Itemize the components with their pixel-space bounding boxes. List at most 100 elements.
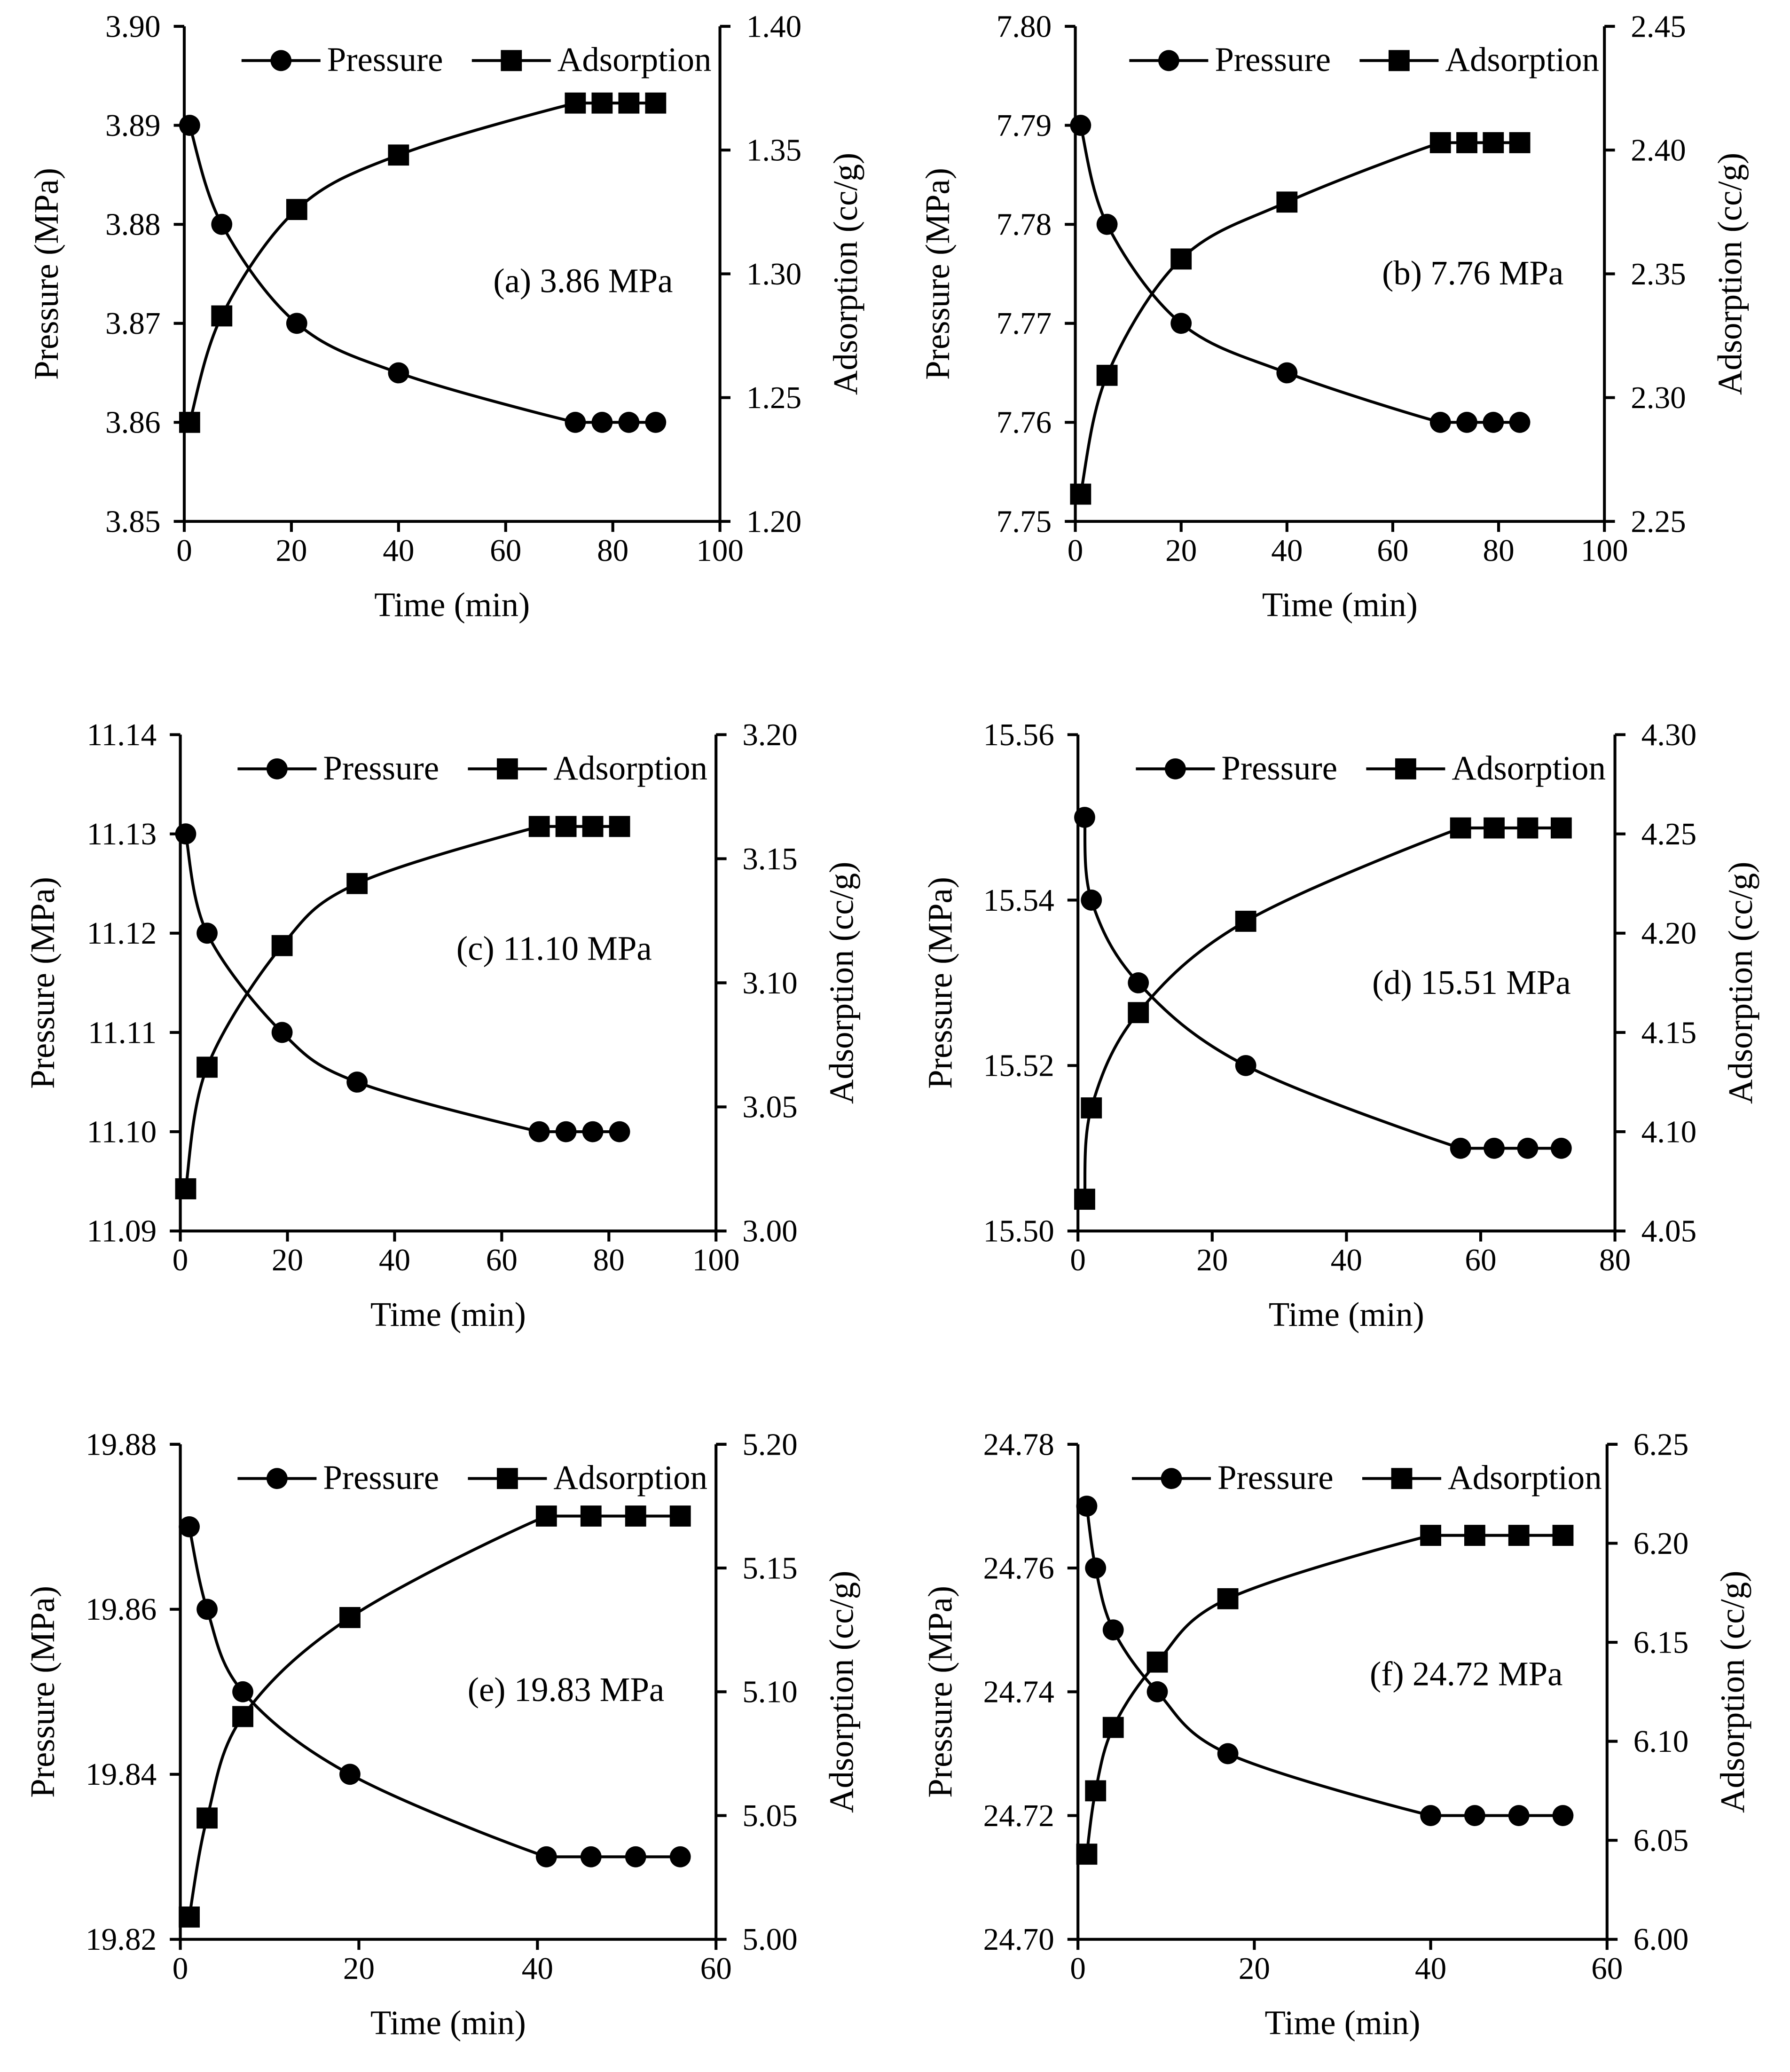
x-tick-label: 20 [343,1951,375,1986]
pressure-point-1 [179,115,200,136]
pressure-point-3 [1128,972,1149,993]
y-tick-label: 7.78 [997,207,1052,242]
legend-entry-adsorption: Adsorption [468,1458,707,1497]
x-tick-label: 40 [1331,1242,1362,1277]
y-tick-label: 3.90 [105,8,161,44]
y2-tick-label: 6.10 [1633,1724,1689,1759]
pressure-point-5 [528,1121,550,1142]
pressure-point-3 [271,1022,293,1043]
pressure-point-5 [1217,1743,1239,1765]
legend-label: Adsorption [557,40,712,79]
legend-label: Adsorption [553,749,707,787]
legend-label: Pressure [323,749,439,787]
x-tick-label: 20 [1196,1242,1228,1277]
y-tick-label: 15.54 [983,882,1054,918]
pressure-point-2 [1096,213,1118,235]
adsorption-point-6 [555,816,577,837]
x-tick-label: 100 [692,1242,740,1277]
chart-panel-1: 0 20 40 60 80 100 3.85 3.86 3.87 3.88 3.89 3.90 1.20… [27,8,864,623]
adsorption-point-1 [179,411,200,433]
y2-tick-label: 3.00 [742,1213,798,1249]
pressure-point-2 [1085,1557,1107,1579]
x-tick-label: 20 [275,533,307,568]
adsorption-point-4 [1146,1651,1168,1673]
pressure-point-5 [565,411,586,433]
pressure-point-4 [1146,1681,1168,1702]
y2-tick-label: 1.30 [746,256,802,291]
y2-tick-label: 2.25 [1631,504,1686,539]
pressure-point-4 [346,1071,368,1093]
x-axis-title: Time (min) [1265,2003,1421,2041]
y-tick-label: 3.85 [105,504,161,539]
legend-entry-pressure: Pressure [1129,40,1331,79]
pressure-point-8 [645,411,667,433]
y2-tick-label: 3.10 [742,965,798,1001]
legend-entry-pressure: Pressure [237,1458,439,1497]
pressure-point-3 [1102,1619,1124,1641]
x-tick-label: 60 [490,533,521,568]
legend-circle-icon [1158,50,1179,71]
y2-axis-title: Adsorption (cc/g) [822,1571,860,1813]
adsorption-point-5 [528,816,550,837]
y-tick-label: 7.76 [997,405,1052,440]
legend-label: Pressure [323,1458,439,1497]
x-tick-label: 40 [379,1242,410,1277]
pressure-point-3 [286,313,307,334]
x-tick-label: 0 [1070,1951,1086,1986]
y2-tick-label: 2.40 [1631,133,1686,168]
legend-label: Pressure [1221,749,1337,787]
y-tick-label: 11.11 [88,1015,157,1050]
y2-axis-title: Adsorption (cc/g) [826,153,864,395]
y-axis-title: Pressure (MPa) [921,877,959,1089]
series-line-adsorption [1079,141,1520,495]
pressure-point-6 [1456,411,1477,433]
adsorption-point-6 [591,92,613,114]
adsorption-point-7 [1464,1525,1485,1546]
y2-tick-label: 2.30 [1631,380,1686,415]
adsorption-point-3 [286,199,307,220]
y-tick-label: 11.14 [87,717,157,752]
panel-annotation: (c) 11.10 MPa [456,929,652,967]
pressure-point-9 [1552,1805,1574,1826]
y-tick-label: 3.89 [105,108,161,143]
pressure-point-7 [582,1121,604,1142]
panel-annotation: (f) 24.72 MPa [1370,1654,1562,1693]
adsorption-point-6 [1456,132,1477,153]
pressure-point-2 [196,922,218,944]
y-tick-label: 24.72 [983,1798,1054,1833]
y-tick-label: 19.86 [86,1591,157,1627]
adsorption-point-3 [1170,248,1192,270]
y2-axis-title: Adsorption (cc/g) [1713,1571,1751,1813]
adsorption-point-7 [618,92,640,114]
legend-square-icon [501,50,522,71]
pressure-point-4 [339,1764,361,1785]
y-tick-label: 15.50 [983,1213,1054,1249]
x-tick-label: 0 [176,533,192,568]
adsorption-point-2 [1096,364,1118,386]
y2-tick-label: 6.05 [1633,1823,1689,1858]
pressure-point-4 [388,362,409,384]
adsorption-point-1 [1074,1189,1095,1210]
y-axis-title: Pressure (MPa) [921,1586,959,1798]
panel-annotation: (b) 7.76 MPa [1382,254,1563,292]
y-tick-label: 11.10 [87,1114,157,1150]
y-tick-label: 24.70 [983,1922,1054,1957]
legend-label: Adsorption [1448,1458,1602,1497]
x-tick-label: 60 [700,1951,732,1986]
y2-tick-label: 5.15 [742,1551,798,1586]
adsorption-point-9 [1552,1525,1574,1546]
legend-circle-icon [270,50,292,71]
y2-tick-label: 5.05 [742,1798,798,1833]
chart-panel-3: 0 20 40 60 80 100 11.09 11.10 11.11 11.12 11.13 11.… [24,717,861,1333]
adsorption-point-3 [271,935,293,956]
x-axis-title: Time (min) [1269,1295,1424,1333]
x-tick-label: 100 [1581,533,1628,568]
y-axis-title: Pressure (MPa) [24,1586,62,1798]
series-line-pressure [184,834,620,1134]
pressure-point-1 [175,823,196,845]
y2-tick-label: 5.10 [742,1674,798,1710]
adsorption-point-1 [1076,1844,1098,1865]
adsorption-point-5 [1450,817,1471,839]
adsorption-point-5 [1429,132,1451,153]
y2-tick-label: 4.10 [1641,1114,1697,1150]
